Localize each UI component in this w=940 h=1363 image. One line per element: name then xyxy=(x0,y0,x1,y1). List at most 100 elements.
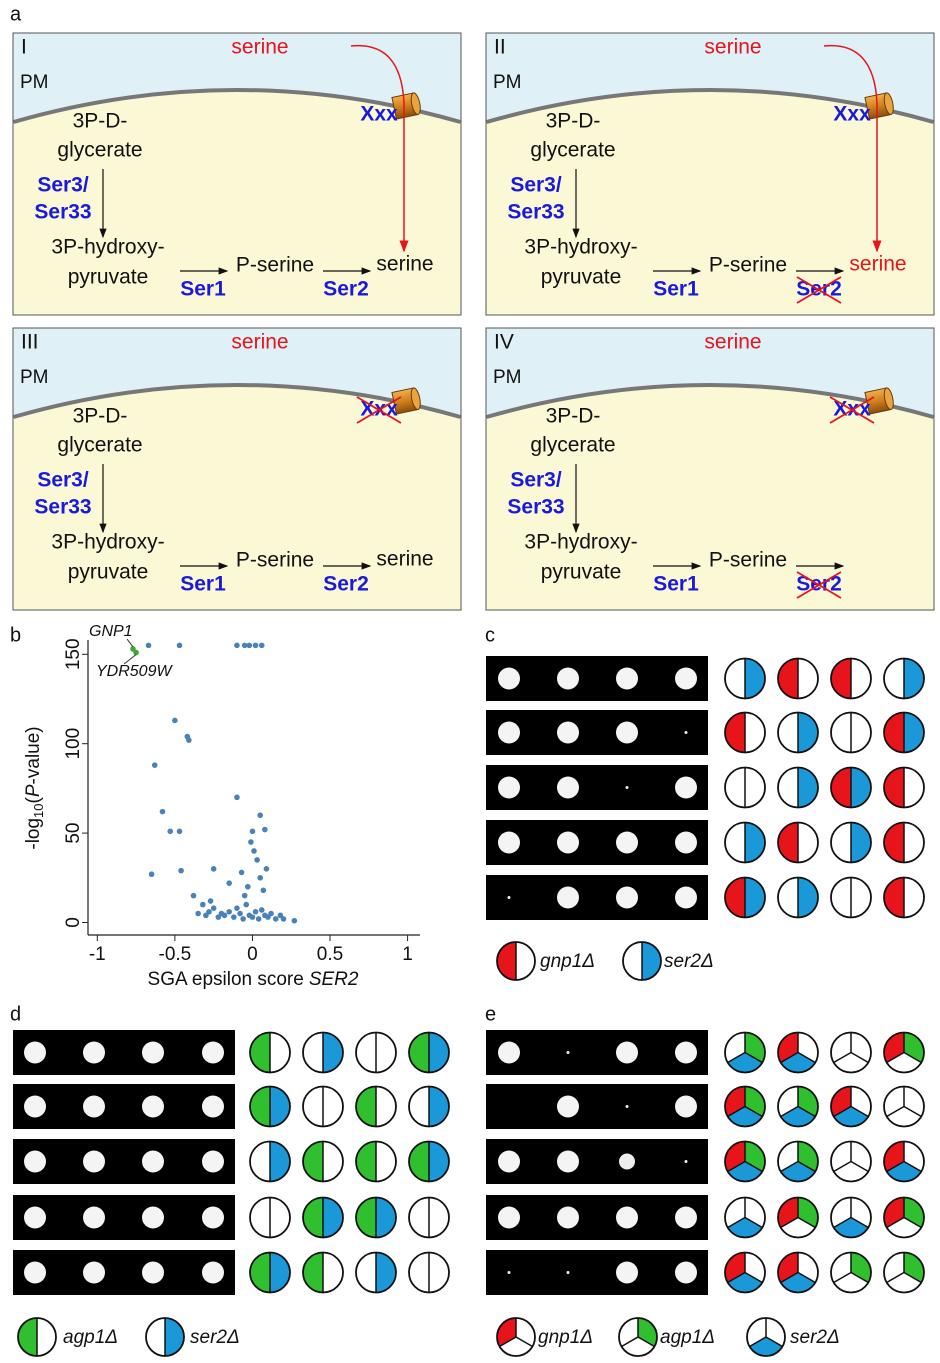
colony xyxy=(675,887,697,909)
point xyxy=(177,829,183,835)
pathway-panel: IserinePMXxx3P-D-glycerateSer3/Ser333P-h… xyxy=(13,33,461,315)
colony xyxy=(202,1151,224,1173)
enzyme: Ser33 xyxy=(507,496,564,519)
panel-letter: e xyxy=(485,1003,496,1025)
point xyxy=(172,718,178,724)
metabolite: 3P-D- xyxy=(546,110,601,133)
metabolite: pyruvate xyxy=(541,266,622,289)
icon-half xyxy=(798,878,818,918)
point xyxy=(234,905,240,911)
legend-label: ser2Δ xyxy=(664,951,714,972)
legend-label: ser2Δ xyxy=(190,1327,240,1348)
colony xyxy=(616,722,638,744)
x-tick-label: 1 xyxy=(402,944,413,965)
genotype-icon xyxy=(409,1253,449,1293)
icon-half xyxy=(904,713,924,753)
metabolite: glycerate xyxy=(57,434,142,457)
point xyxy=(208,898,214,904)
colony xyxy=(557,777,579,799)
genotype-icon xyxy=(778,1033,818,1073)
colony xyxy=(202,1096,224,1118)
genotype-icon xyxy=(831,1253,871,1293)
plate-row xyxy=(486,1250,708,1295)
icon-half xyxy=(725,878,745,918)
point xyxy=(245,884,251,890)
genotype-icon xyxy=(18,1318,56,1356)
panel-letter: d xyxy=(10,1003,21,1025)
point xyxy=(257,875,263,881)
icon-half xyxy=(831,768,851,808)
icon-half xyxy=(270,1142,290,1182)
icon-half xyxy=(250,1087,270,1127)
genotype-icon xyxy=(623,942,661,980)
genotype-icon xyxy=(303,1087,343,1127)
icon-half xyxy=(165,1318,184,1356)
plate-row xyxy=(13,1084,235,1129)
point xyxy=(240,916,246,922)
genotype-icon xyxy=(497,942,535,980)
annotation: YDR509W xyxy=(96,663,173,680)
genotype-icon xyxy=(356,1033,396,1073)
genotype-icon xyxy=(831,1198,871,1238)
colony xyxy=(498,1207,520,1229)
point xyxy=(273,916,279,922)
metabolite: serine xyxy=(376,253,433,276)
genotype-icon xyxy=(831,659,871,699)
colony xyxy=(616,832,638,854)
colony xyxy=(616,1262,638,1284)
colony xyxy=(498,1042,520,1064)
point xyxy=(177,643,183,649)
icon-half xyxy=(429,1087,449,1127)
colony xyxy=(675,1042,697,1064)
genotype-icon xyxy=(725,713,765,753)
colony xyxy=(557,668,579,690)
point xyxy=(146,643,152,649)
colony xyxy=(557,1096,579,1118)
point xyxy=(250,829,256,835)
figure: aIserinePMXxx3P-D-glycerateSer3/Ser333P-… xyxy=(0,0,940,1363)
annotation: GNP1 xyxy=(89,623,133,640)
highlight-point xyxy=(133,650,139,656)
x-label-part: SER2 xyxy=(309,969,359,990)
genotype-icon xyxy=(778,1142,818,1182)
genotype-icon xyxy=(497,1318,535,1356)
membrane-label: PM xyxy=(20,72,49,93)
legend-label: agp1Δ xyxy=(63,1327,118,1348)
colony xyxy=(626,786,629,789)
plate-row xyxy=(13,1139,235,1184)
genotype-icon xyxy=(884,1253,924,1293)
x-tick-label: 0 xyxy=(247,944,258,965)
genotype-icon xyxy=(146,1318,184,1356)
metabolite: P-serine xyxy=(709,254,787,277)
genotype-icon xyxy=(303,1198,343,1238)
genotype-icon xyxy=(778,1253,818,1293)
point xyxy=(264,866,270,872)
genotype-icon xyxy=(409,1087,449,1127)
point xyxy=(247,643,253,649)
genotype-icon xyxy=(831,878,871,918)
transporter-label: Xxx xyxy=(360,103,398,126)
point xyxy=(250,914,256,920)
icon-half xyxy=(429,1033,449,1073)
metabolite: glycerate xyxy=(530,434,615,457)
enzyme: Ser1 xyxy=(180,278,226,301)
point xyxy=(256,916,262,922)
genotype-icon xyxy=(250,1033,290,1073)
plate-row xyxy=(13,1030,235,1075)
genotype-icon xyxy=(831,1087,871,1127)
enzyme: Ser1 xyxy=(653,573,699,596)
genotype-icon xyxy=(831,713,871,753)
point xyxy=(251,848,257,854)
panel-letter: a xyxy=(10,3,22,25)
metabolite: P-serine xyxy=(236,254,314,277)
x-tick-label: -1 xyxy=(89,944,106,965)
extracellular-serine: serine xyxy=(231,331,288,354)
genotype-icon xyxy=(831,823,871,863)
genotype-icon xyxy=(250,1142,290,1182)
metabolite: glycerate xyxy=(57,139,142,162)
y-label-part: -value) xyxy=(23,726,44,784)
icon-half xyxy=(778,659,798,699)
icon-half xyxy=(745,878,765,918)
metabolite: 3P-hydroxy- xyxy=(524,531,637,554)
enzyme: Ser1 xyxy=(180,573,226,596)
